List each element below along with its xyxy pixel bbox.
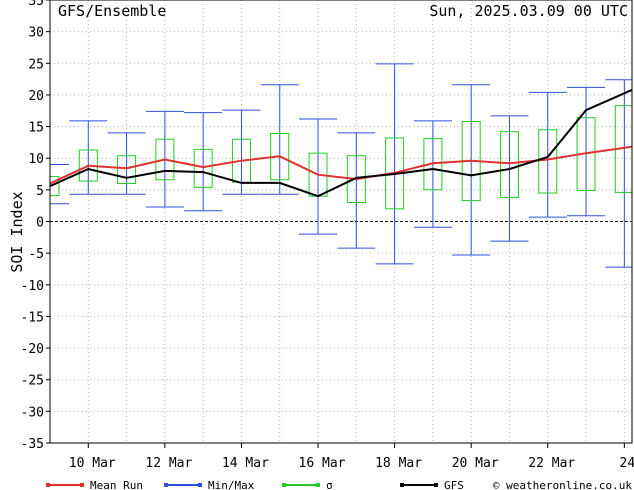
- legend-swatch-end: [400, 483, 404, 487]
- legend-item: σ: [282, 479, 333, 490]
- x-tick-label: 10 Mar: [69, 456, 116, 471]
- legend: Mean Run Min/Max σ GFS: [46, 479, 464, 490]
- minmax-whisker: [69, 120, 108, 195]
- x-axis-ticks: 10 Mar 12 Mar 14 Mar 16 Mar 18 Mar 20 Mar 22 M…: [69, 443, 634, 471]
- y-tick-label: 20: [28, 89, 44, 104]
- x-tick-label: 18 Mar: [375, 456, 422, 471]
- legend-swatch-end: [434, 483, 438, 487]
- minmax-whisker: [337, 132, 376, 249]
- x-tick-label: 24: [620, 456, 634, 471]
- minmax-whisker: [260, 84, 299, 195]
- y-tick-label: -15: [21, 310, 44, 325]
- y-tick-label: 25: [28, 57, 44, 72]
- chart-title: GFS/Ensemble: [58, 2, 166, 20]
- minmax-whisker: [107, 132, 146, 195]
- minmax-whisker: [299, 118, 338, 235]
- gfs-line: [50, 88, 632, 198]
- sigma-box: [538, 129, 558, 194]
- sigma-box: [193, 148, 213, 188]
- minmax-whisker: [375, 63, 414, 265]
- legend-item: Mean Run: [46, 479, 143, 490]
- x-tick-label: 20 Mar: [452, 456, 499, 471]
- legend-item: GFS: [400, 479, 464, 490]
- minmax-whisker: [452, 84, 491, 256]
- series-lines: [50, 88, 632, 198]
- legend-swatch-end: [80, 483, 84, 487]
- y-tick-label: 35: [28, 0, 44, 9]
- legend-label: Mean Run: [90, 479, 143, 490]
- sigma-box: [117, 155, 137, 185]
- mean-run-line: [50, 145, 632, 185]
- legend-swatch-end: [46, 483, 50, 487]
- y-tick-label: 5: [36, 184, 44, 199]
- legend-label: Min/Max: [208, 479, 255, 490]
- minmax-whisker: [50, 164, 69, 205]
- sigma-box: [155, 138, 175, 181]
- legend-swatch-end: [198, 483, 202, 487]
- legend-label: GFS: [444, 479, 464, 490]
- minmax-whiskers: [50, 63, 632, 268]
- legend-swatch-end: [282, 483, 286, 487]
- minmax-whisker: [184, 112, 223, 212]
- y-tick-label: 0: [36, 216, 44, 231]
- minmax-whisker: [567, 86, 606, 217]
- y-tick-label: -20: [21, 342, 44, 357]
- sigma-box: [50, 176, 60, 197]
- sigma-box: [423, 138, 443, 191]
- sigma-box: [499, 131, 519, 198]
- grid-lines: [50, 0, 632, 443]
- y-axis-ticks: -35 -30 -25 -20 -15 -10 -5 0 5 10 15 20 25 30 35: [21, 0, 50, 452]
- minmax-whisker: [605, 79, 632, 268]
- credit-text: © weatheronline.co.uk: [493, 479, 632, 490]
- y-tick-label: -30: [21, 405, 44, 420]
- y-axis-label: SOI Index: [8, 191, 26, 272]
- legend-label: σ: [326, 479, 333, 490]
- x-tick-label: 16 Mar: [299, 456, 346, 471]
- y-tick-label: 15: [28, 121, 44, 136]
- y-tick-label: -10: [21, 279, 44, 294]
- x-tick-label: 22 Mar: [528, 456, 575, 471]
- legend-swatch-end: [164, 483, 168, 487]
- y-tick-label: -35: [21, 437, 44, 452]
- legend-item: Min/Max: [164, 479, 255, 490]
- x-tick-label: 12 Mar: [145, 456, 192, 471]
- y-tick-label: -25: [21, 374, 44, 389]
- y-tick-label: -5: [28, 247, 44, 262]
- minmax-whisker: [222, 109, 261, 195]
- legend-swatch-end: [316, 483, 320, 487]
- minmax-whisker: [490, 115, 529, 242]
- x-tick-label: 14 Mar: [222, 456, 269, 471]
- y-tick-label: 10: [28, 152, 44, 167]
- sigma-box: [346, 155, 366, 204]
- y-tick-label: 30: [28, 26, 44, 41]
- minmax-whisker: [528, 91, 567, 218]
- run-date-label: Sun, 2025.03.09 00 UTC: [429, 2, 628, 20]
